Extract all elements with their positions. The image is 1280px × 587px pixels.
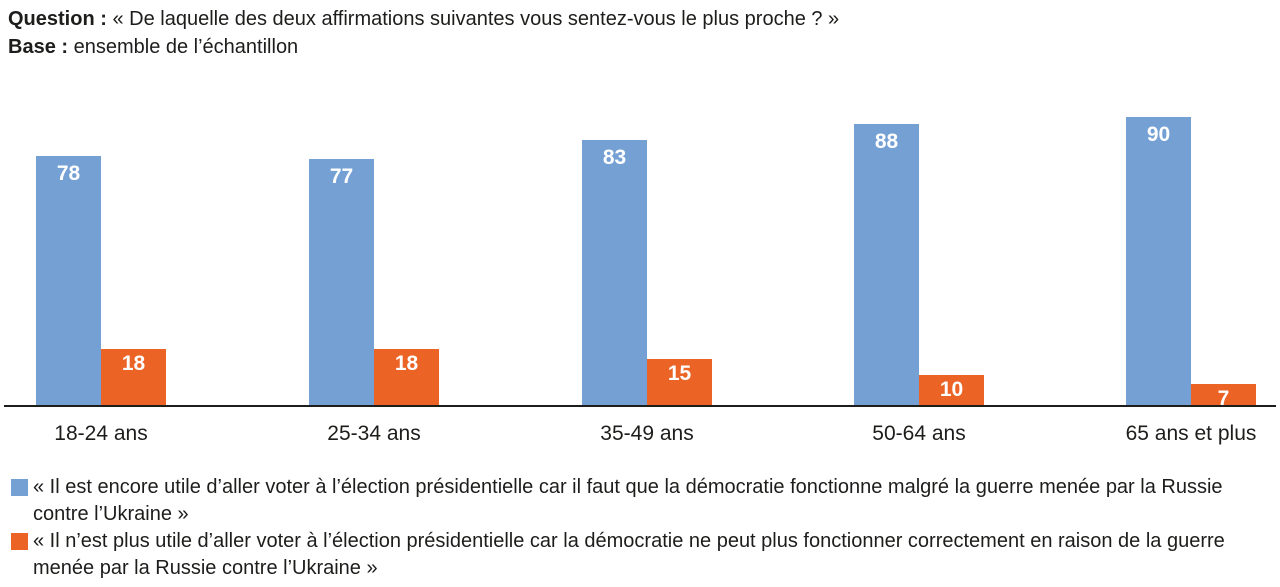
legend-orange-line-2: menée par la Russie contre l’Ukraine »: [33, 557, 378, 579]
bar-value-label: 78: [56, 162, 81, 185]
header: Question : « De laquelle des deux affirm…: [8, 5, 1272, 61]
bar-series2-50-64-ans: 10: [919, 375, 984, 407]
x-axis-line: [4, 405, 1276, 407]
bar-value-label: 15: [667, 362, 692, 385]
legend-orange-line-1: « Il n’est plus utile d’aller voter à l’…: [33, 530, 1225, 552]
bar-value-label: 77: [329, 165, 354, 188]
bar-value-label: 10: [939, 378, 964, 401]
legend-item-orange: « Il n’est plus utile d’aller voter à l’…: [11, 528, 1272, 582]
bar-series1-50-64-ans: 88: [854, 124, 919, 407]
category-label-65-ans-et-plus: 65 ans et plus: [1125, 422, 1257, 445]
category-label-18-24-ans: 18-24 ans: [54, 422, 148, 445]
base-label: Base :: [8, 36, 69, 58]
bar-series1-35-49-ans: 83: [582, 140, 647, 407]
bar-series1-18-24-ans: 78: [36, 156, 101, 407]
legend-blue-line-2: contre l’Ukraine »: [33, 503, 189, 525]
question-text: « De laquelle des deux affirmations suiv…: [112, 8, 840, 30]
bar-value-label: 83: [602, 146, 627, 169]
question-line: Question : « De laquelle des deux affirm…: [8, 5, 1272, 33]
category-label-25-34-ans: 25-34 ans: [327, 422, 421, 445]
bar-series2-65-ans-et-plus: 7: [1191, 384, 1256, 410]
bar-value-label: 7: [1217, 387, 1230, 410]
bar-value-label: 18: [394, 352, 419, 375]
bar-series1-25-34-ans: 77: [309, 159, 374, 407]
base-line: Base : ensemble de l’échantillon: [8, 33, 1272, 61]
bar-series2-25-34-ans: 18: [374, 349, 439, 407]
category-label-50-64-ans: 50-64 ans: [872, 422, 966, 445]
bar-value-label: 88: [874, 130, 899, 153]
category-label-35-49-ans: 35-49 ans: [600, 422, 694, 445]
legend: « Il est encore utile d’aller voter à l’…: [11, 474, 1272, 582]
legend-swatch-orange-icon: [11, 533, 28, 550]
bar-series1-65-ans-et-plus: 90: [1126, 117, 1191, 407]
bar-value-label: 90: [1146, 123, 1171, 146]
bar-series2-18-24-ans: 18: [101, 349, 166, 407]
legend-item-blue: « Il est encore utile d’aller voter à l’…: [11, 474, 1272, 528]
legend-blue-line-1: « Il est encore utile d’aller voter à l’…: [33, 476, 1223, 498]
base-text: ensemble de l’échantillon: [73, 36, 299, 58]
question-label: Question :: [8, 8, 107, 30]
legend-swatch-blue-icon: [11, 479, 28, 496]
bar-value-label: 18: [121, 352, 146, 375]
bar-series2-35-49-ans: 15: [647, 359, 712, 407]
